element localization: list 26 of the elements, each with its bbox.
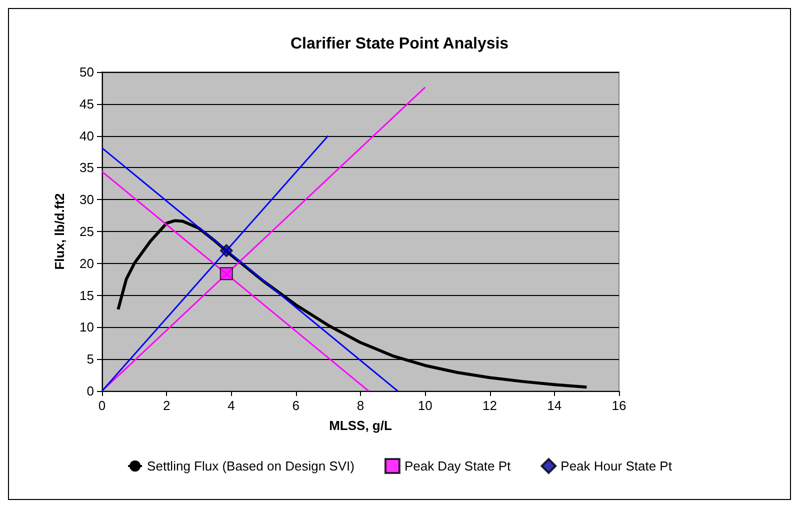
y-tick-label: 50 bbox=[80, 64, 94, 80]
y-tick-label: 15 bbox=[80, 288, 94, 303]
y-axis-title: Flux, lb/d.ft2 bbox=[52, 193, 67, 270]
x-tick-label: 2 bbox=[163, 398, 170, 413]
x-tick-label: 14 bbox=[547, 398, 562, 413]
x-tick-label: 10 bbox=[418, 398, 432, 413]
x-tick-label: 12 bbox=[482, 398, 497, 413]
y-tick-label: 10 bbox=[80, 320, 94, 335]
y-tick-label: 40 bbox=[80, 128, 94, 144]
y-tick-label: 0 bbox=[86, 384, 94, 398]
chart-title: Clarifier State Point Analysis bbox=[290, 36, 509, 52]
x-tick-label: 8 bbox=[356, 398, 364, 413]
x-axis-title: MLSS, g/L bbox=[329, 418, 392, 433]
y-tick-label: 35 bbox=[80, 160, 94, 176]
legend-label: Peak Hour State Pt bbox=[560, 458, 672, 474]
y-tick-label: 20 bbox=[80, 256, 94, 271]
x-tick-label: 16 bbox=[612, 398, 626, 413]
y-tick-label: 25 bbox=[80, 224, 94, 239]
y-tick-label: 45 bbox=[80, 96, 94, 112]
x-tick-label: 6 bbox=[292, 398, 300, 413]
legend-label: Peak Day State Pt bbox=[404, 458, 512, 474]
x-tick-label: 0 bbox=[98, 398, 106, 413]
y-tick-label: 30 bbox=[80, 192, 94, 208]
y-tick-label: 5 bbox=[86, 352, 94, 367]
x-tick-label: 4 bbox=[228, 398, 235, 413]
legend-label: Settling Flux (Based on Design SVI) bbox=[147, 458, 354, 474]
